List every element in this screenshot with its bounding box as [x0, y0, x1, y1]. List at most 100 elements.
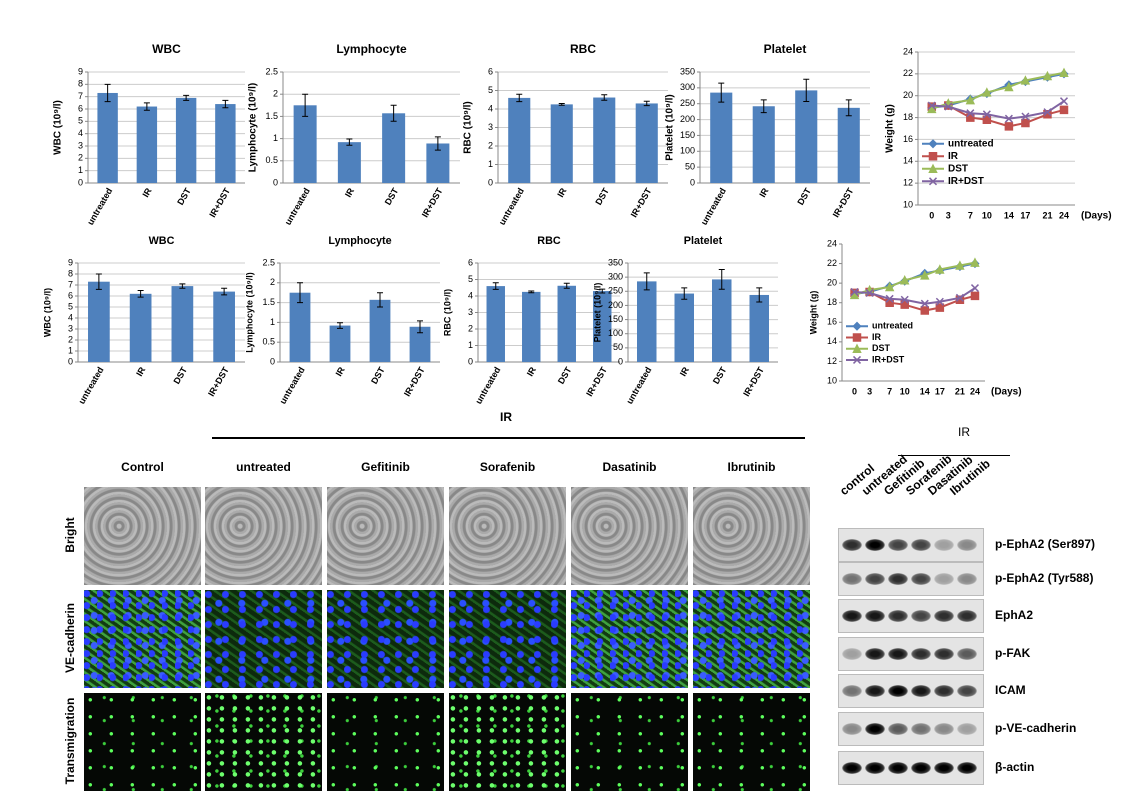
series-line: [931, 100, 1065, 120]
band: [888, 648, 908, 660]
marker: [1043, 108, 1052, 117]
y-tick-label: 1.5: [265, 111, 278, 121]
band: [911, 573, 931, 585]
x-tick-label: untreated: [624, 365, 653, 406]
error-bar: [346, 138, 353, 146]
y-tick-label: 200: [680, 114, 695, 124]
y-tick-label: 5: [468, 274, 473, 284]
marker: [850, 287, 859, 296]
series-line: [854, 287, 976, 305]
band: [934, 723, 954, 735]
blot-group-line: [898, 455, 1010, 456]
bar: [710, 92, 733, 183]
band: [865, 539, 885, 551]
y-tick-label: 3: [468, 307, 473, 317]
y-tick-label: 150: [680, 130, 695, 140]
micrograph: [84, 693, 201, 791]
band-label: ICAM: [995, 683, 1026, 697]
marker: [944, 102, 953, 111]
band: [842, 685, 862, 697]
error-bar: [718, 82, 725, 103]
y-tick-label: 24: [903, 46, 913, 56]
error-bar: [434, 136, 441, 151]
x-tick-label: 10: [900, 386, 910, 396]
marker: [1004, 114, 1013, 123]
error-bar: [601, 94, 608, 101]
bar: [508, 97, 531, 183]
bar: [215, 104, 236, 183]
y-tick-label: 4: [78, 128, 83, 138]
y-tick-label: 2: [468, 323, 473, 333]
y-tick-label: 20: [827, 278, 837, 288]
bar: [382, 113, 406, 183]
legend-marker: [852, 333, 862, 342]
column-label: untreated: [236, 460, 291, 474]
marker: [927, 103, 937, 114]
y-tick-label: 10: [827, 375, 837, 385]
y-tick-label: 4: [488, 103, 493, 113]
legend-marker: [928, 139, 938, 149]
group-line: [212, 437, 805, 439]
error-bar: [183, 94, 190, 101]
y-tick-label: 7: [78, 91, 83, 101]
error-bar: [718, 269, 725, 290]
x-tick-label: DST: [383, 186, 401, 207]
band-label: EphA2: [995, 608, 1034, 622]
x-axis-label: (Days): [991, 387, 1022, 398]
micrograph: [571, 590, 688, 688]
y-axis-label: Weight (g): [885, 104, 896, 153]
error-bar: [681, 287, 688, 300]
legend-label: DST: [872, 343, 891, 353]
marker: [955, 293, 964, 302]
band: [842, 573, 862, 585]
legend-label: untreated: [872, 321, 913, 331]
y-tick-label: 100: [680, 146, 695, 156]
y-axis-label: WBC (10⁹/l): [42, 288, 52, 337]
band-label: β-actin: [995, 760, 1035, 774]
marker: [900, 275, 910, 285]
y-tick-label: 12: [827, 356, 837, 366]
band: [865, 573, 885, 585]
x-tick-label: IR+DST: [831, 186, 856, 219]
band-label: p-EphA2 (Tyr588): [995, 571, 1094, 585]
bar: [795, 90, 818, 183]
bar: [635, 103, 658, 183]
bar: [550, 104, 573, 183]
band: [911, 648, 931, 660]
marker: [1004, 81, 1014, 92]
marker: [927, 101, 936, 110]
marker: [1059, 105, 1069, 115]
band: [865, 762, 885, 774]
marker: [935, 264, 945, 274]
y-tick-label: 0: [68, 356, 73, 366]
y-tick-label: 22: [903, 68, 913, 78]
error-bar: [756, 287, 763, 303]
band-label: p-VE-cadherin: [995, 721, 1077, 735]
x-tick-label: DST: [593, 186, 611, 207]
series-line: [931, 71, 1065, 110]
x-tick-label: IR+DST: [741, 365, 766, 398]
micrograph: [327, 693, 444, 791]
y-tick-label: 0: [468, 356, 473, 366]
band: [888, 539, 908, 551]
error-bar: [845, 99, 852, 117]
micrograph: [205, 487, 322, 585]
x-tick-label: 21: [1042, 210, 1052, 220]
x-tick-label: 3: [867, 386, 872, 396]
column-label: Control: [121, 460, 164, 474]
y-tick-label: 5: [68, 301, 73, 311]
x-tick-label: IR: [678, 365, 691, 378]
marker: [1059, 97, 1069, 106]
x-tick-label: 21: [955, 386, 965, 396]
x-tick-label: untreated: [473, 365, 502, 406]
marker: [885, 294, 894, 303]
legend-marker: [928, 163, 938, 174]
y-tick-label: 150: [608, 314, 623, 324]
y-tick-label: 50: [685, 162, 695, 172]
x-tick-label: IR: [134, 365, 147, 378]
chart-title: Platelet: [684, 235, 723, 247]
y-tick-label: 6: [468, 257, 473, 267]
band: [957, 685, 977, 697]
y-tick-label: 16: [827, 317, 837, 327]
y-tick-label: 0: [270, 356, 275, 366]
